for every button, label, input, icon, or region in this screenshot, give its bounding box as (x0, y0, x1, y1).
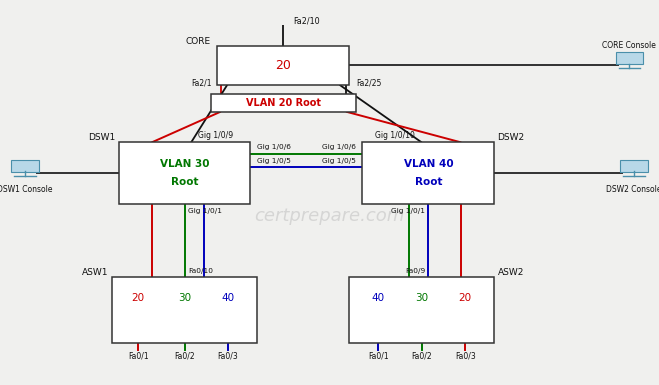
Text: Gig 1/0/5: Gig 1/0/5 (322, 158, 356, 164)
Text: Gig 1/0/9: Gig 1/0/9 (198, 131, 233, 140)
Text: Fa0/1: Fa0/1 (368, 351, 389, 360)
Text: Fa2/1: Fa2/1 (191, 78, 212, 87)
Text: CORE: CORE (186, 37, 211, 46)
Text: Gig 1/0/5: Gig 1/0/5 (257, 158, 291, 164)
Text: Fa0/3: Fa0/3 (217, 351, 239, 360)
Text: Gig 1/0/6: Gig 1/0/6 (257, 144, 291, 151)
Text: Fa0/9: Fa0/9 (405, 268, 425, 274)
Text: certprepare.com: certprepare.com (254, 207, 405, 224)
Text: Fa2/25: Fa2/25 (356, 78, 382, 87)
FancyBboxPatch shape (211, 94, 356, 112)
Text: DSW2: DSW2 (498, 133, 525, 142)
FancyBboxPatch shape (362, 142, 494, 204)
Text: 30: 30 (415, 293, 428, 303)
Text: Fa0/10: Fa0/10 (188, 268, 213, 274)
FancyBboxPatch shape (349, 277, 494, 343)
Text: ASW2: ASW2 (498, 268, 524, 277)
FancyBboxPatch shape (11, 160, 39, 172)
FancyBboxPatch shape (616, 52, 643, 64)
Text: 30: 30 (178, 293, 191, 303)
Text: Fa0/2: Fa0/2 (174, 351, 195, 360)
FancyBboxPatch shape (112, 277, 257, 343)
Text: Gig 1/0/1: Gig 1/0/1 (391, 208, 425, 214)
Text: Fa0/1: Fa0/1 (128, 351, 148, 360)
Text: Gig 1/0/10: Gig 1/0/10 (375, 131, 415, 140)
Text: VLAN 20 Root: VLAN 20 Root (246, 98, 321, 108)
FancyBboxPatch shape (620, 160, 648, 172)
Text: Root: Root (171, 177, 198, 187)
Text: DSW2 Console: DSW2 Console (606, 185, 659, 194)
Text: Fa0/2: Fa0/2 (411, 351, 432, 360)
Text: Gig 1/0/6: Gig 1/0/6 (322, 144, 356, 151)
Text: Fa2/10: Fa2/10 (293, 17, 320, 26)
FancyBboxPatch shape (217, 46, 349, 85)
FancyBboxPatch shape (119, 142, 250, 204)
Text: ASW1: ASW1 (82, 268, 109, 277)
Text: VLAN 30: VLAN 30 (159, 159, 210, 169)
Text: 40: 40 (372, 293, 385, 303)
Text: 40: 40 (221, 293, 235, 303)
Text: VLAN 40: VLAN 40 (403, 159, 453, 169)
Text: Gig 1/0/1: Gig 1/0/1 (188, 208, 222, 214)
Text: 20: 20 (459, 293, 472, 303)
Text: DSW1 Console: DSW1 Console (0, 185, 53, 194)
Text: CORE Console: CORE Console (602, 40, 656, 50)
Text: 20: 20 (132, 293, 145, 303)
Text: DSW1: DSW1 (88, 133, 115, 142)
Text: Fa0/3: Fa0/3 (455, 351, 476, 360)
Text: 20: 20 (275, 59, 291, 72)
Text: Root: Root (415, 177, 442, 187)
